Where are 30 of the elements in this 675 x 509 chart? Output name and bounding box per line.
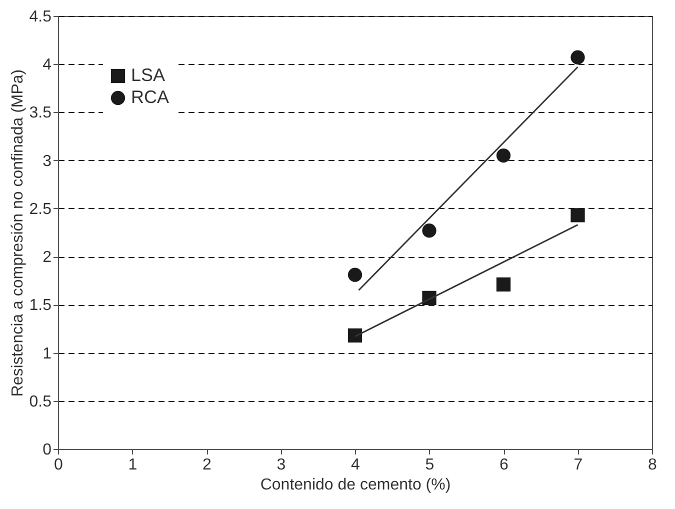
y-tick-label: 2 (42, 249, 52, 266)
x-tick-label: 2 (202, 456, 212, 474)
y-tick-label: 3.5 (29, 104, 52, 122)
x-tick-label: 1 (128, 456, 138, 474)
x-tick-label: 8 (648, 456, 658, 474)
x-axis-title: Contenido de cemento (%) (260, 476, 451, 494)
y-tick-label: 2.5 (29, 200, 52, 218)
point (348, 328, 362, 343)
point (496, 277, 511, 292)
point (570, 208, 585, 222)
y-tick-label: 4.5 (29, 8, 52, 26)
point (570, 50, 585, 64)
x-tick-label: 6 (500, 456, 509, 474)
x-tick-label: 3 (276, 456, 286, 474)
y-tick-label: 0.5 (29, 393, 52, 410)
point (422, 224, 436, 238)
x-tick-label: 5 (425, 456, 434, 474)
legend-label: LSA (131, 65, 166, 85)
y-tick-label: 3 (42, 152, 52, 170)
point (348, 268, 362, 282)
y-tick-label: 1.5 (29, 297, 52, 314)
y-tick-label: 4 (42, 56, 52, 74)
x-tick-label: 7 (574, 456, 583, 474)
point (496, 148, 511, 163)
y-tick-label: 1 (42, 345, 52, 362)
y-tick-label: 0 (42, 442, 52, 458)
legend-label: RCA (131, 87, 170, 107)
x-tick-label: 0 (54, 456, 64, 474)
x-tick-label: 4 (351, 456, 360, 474)
y-axis-title: Resistencia a compresión no confinada (MPa) (9, 69, 26, 397)
